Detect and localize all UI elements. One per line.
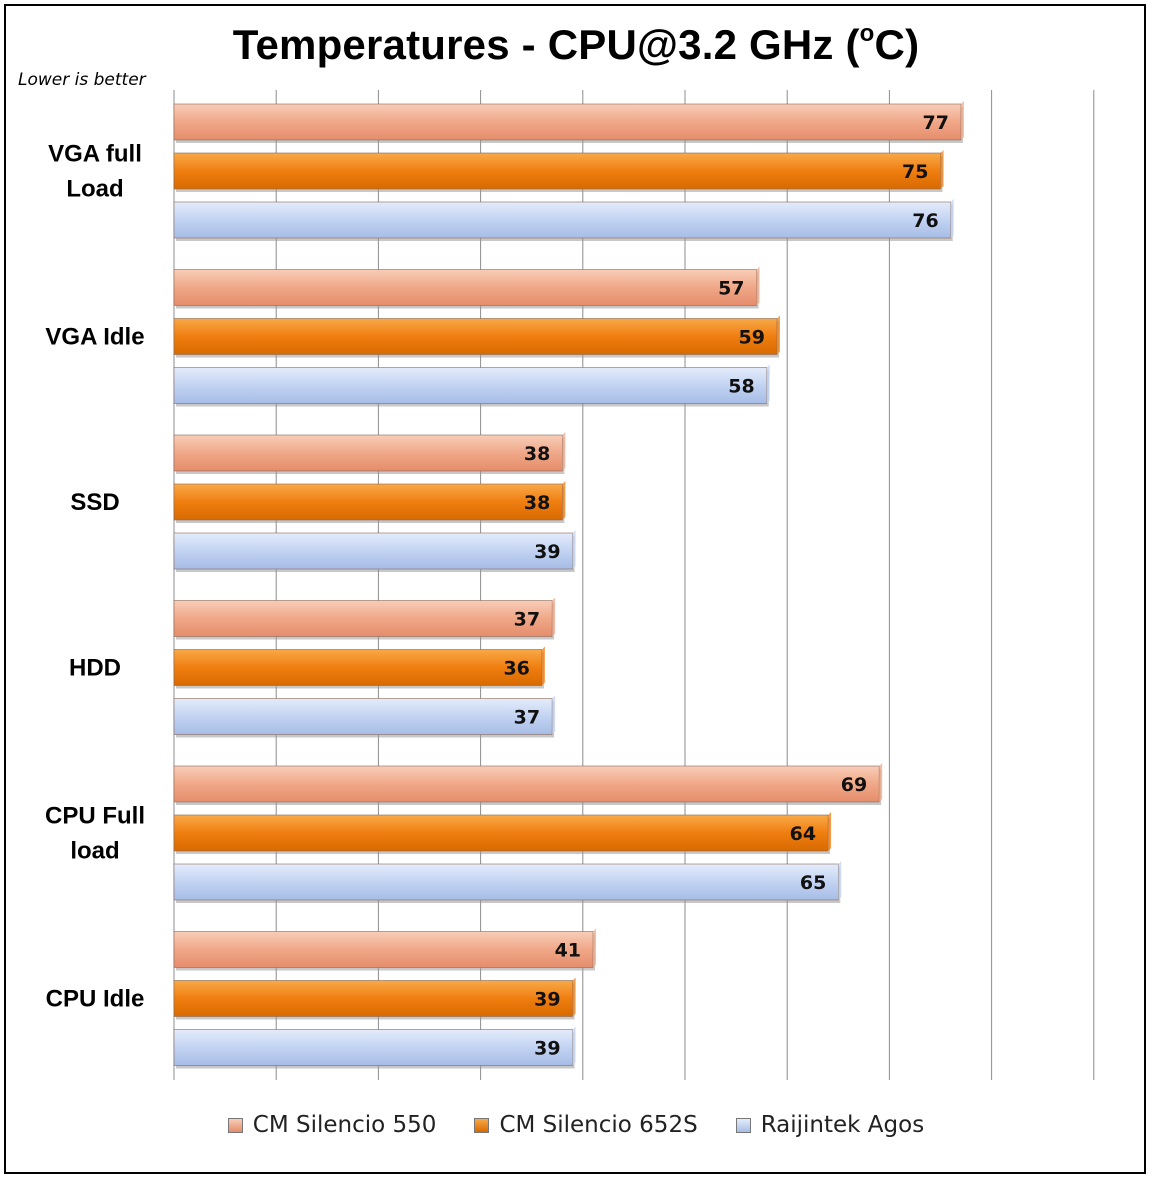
- bar: [173, 863, 839, 901]
- bar-side: [776, 315, 780, 355]
- bar-side: [940, 150, 944, 189]
- data-label: 38: [524, 492, 550, 514]
- category-label: CPU Idle: [46, 986, 145, 1013]
- bar: [173, 980, 573, 1017]
- category-label: Load: [66, 176, 123, 203]
- bar-side: [552, 597, 556, 637]
- bar: [173, 103, 962, 141]
- category-label: CPU Full: [45, 803, 145, 830]
- bar-side: [552, 695, 556, 735]
- chart-subtitle: Lower is better: [18, 70, 146, 90]
- legend: CM Silencio 550 CM Silencio 652S Raijint…: [0, 1112, 1152, 1138]
- category-label: load: [70, 838, 119, 865]
- bar: [173, 434, 563, 472]
- data-label: 77: [922, 112, 948, 134]
- legend-label: CM Silencio 550: [252, 1112, 437, 1138]
- data-label: 39: [534, 1038, 560, 1060]
- legend-item-cm-silencio-652s: CM Silencio 652S: [474, 1112, 698, 1138]
- bar: [173, 931, 594, 968]
- bar: [173, 698, 553, 735]
- bar-side: [756, 266, 760, 306]
- bar-side: [960, 101, 964, 140]
- category-label: VGA Idle: [45, 324, 144, 351]
- category-label: VGA full: [48, 141, 142, 168]
- legend-item-cm-silencio-550: CM Silencio 550: [227, 1112, 437, 1138]
- chart-title-unit: C): [874, 21, 920, 68]
- bar-side: [562, 432, 566, 471]
- bar-side: [950, 199, 954, 238]
- data-label: 59: [739, 327, 765, 349]
- bar-side: [562, 481, 566, 520]
- bar: [173, 765, 880, 803]
- data-label: 69: [841, 774, 867, 796]
- bar-side: [879, 763, 883, 802]
- bar-side: [766, 364, 770, 404]
- data-label: 39: [534, 989, 560, 1011]
- data-label: 38: [524, 443, 550, 465]
- category-label: HDD: [69, 655, 121, 682]
- chart-title: Temperatures - CPU@3.2 GHz (oC): [0, 22, 1152, 66]
- legend-label: Raijintek Agos: [760, 1112, 925, 1138]
- bar: [173, 483, 563, 521]
- data-label: 57: [718, 278, 744, 300]
- gridlines: [173, 90, 1095, 1080]
- chart-title-degree: o: [859, 20, 875, 47]
- bar: [173, 814, 829, 852]
- bar: [173, 600, 553, 637]
- bar: [173, 269, 757, 306]
- bar: [173, 532, 573, 570]
- category-labels: VGA full Load VGA Idle SSD HDD CPU Full load CP…: [45, 141, 145, 1013]
- legend-swatch-cm-silencio-550: [227, 1117, 243, 1133]
- category-label: SSD: [70, 489, 119, 516]
- chart-title-text: Temperatures - CPU@3.2 GHz (: [232, 21, 860, 68]
- bar: [173, 1029, 573, 1066]
- bar: [173, 201, 952, 239]
- bar-side: [838, 861, 842, 900]
- bar-side: [541, 646, 545, 686]
- bar-side: [828, 812, 832, 851]
- bar: [173, 367, 768, 404]
- data-label: 41: [555, 940, 581, 962]
- bar-side: [572, 977, 576, 1017]
- legend-swatch-cm-silencio-652s: [474, 1117, 490, 1133]
- legend-label: CM Silencio 652S: [499, 1112, 698, 1138]
- data-label: 37: [514, 609, 540, 631]
- bars: 77 75 76 57 59 58 38 38 39 37 36 37 69 64 65 41 39 39: [173, 101, 964, 1069]
- bar-side: [572, 530, 576, 569]
- data-label: 58: [728, 376, 754, 398]
- data-label: 36: [503, 658, 529, 680]
- bar-side: [572, 1026, 576, 1066]
- data-label: 39: [534, 541, 560, 563]
- legend-item-raijintek-agos: Raijintek Agos: [735, 1112, 925, 1138]
- data-label: 37: [514, 707, 540, 729]
- data-label: 65: [800, 872, 826, 894]
- data-label: 75: [902, 161, 928, 183]
- bar: [173, 152, 941, 190]
- data-label: 76: [912, 210, 938, 232]
- bar-side: [593, 928, 597, 968]
- bar: [173, 318, 778, 355]
- legend-swatch-raijintek-agos: [735, 1117, 751, 1133]
- bar: [173, 649, 543, 686]
- data-label: 64: [790, 823, 816, 845]
